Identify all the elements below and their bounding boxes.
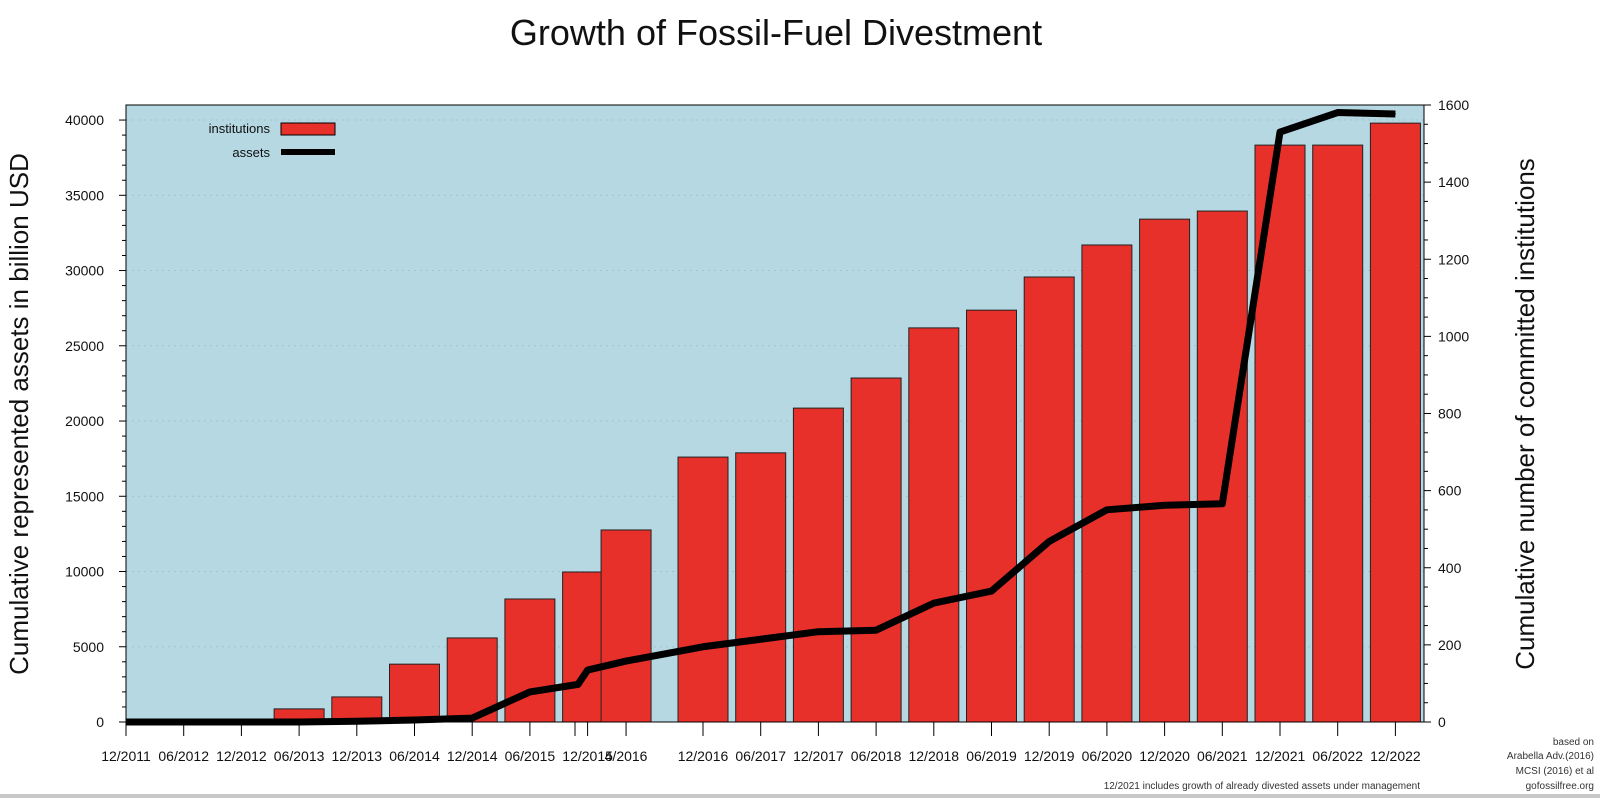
- line-assets-point: [1394, 113, 1396, 115]
- line-assets-point: [577, 683, 579, 685]
- x-tick-label: 12/2018: [908, 748, 959, 764]
- footnote: 12/2021 includes growth of already dives…: [1104, 781, 1421, 792]
- x-tick-label: 12/2015: [562, 748, 613, 764]
- chart-title: Growth of Fossil-Fuel Divestment: [510, 12, 1042, 53]
- y-left-tick-label: 5000: [73, 639, 104, 655]
- x-tick-label: 06/2018: [851, 748, 902, 764]
- source-line: gofossilfree.org: [1526, 781, 1594, 792]
- line-assets-point: [1106, 509, 1108, 511]
- source-line: based on: [1553, 737, 1594, 748]
- y-left-tick-label: 30000: [65, 263, 104, 279]
- x-tick-label: 06/2013: [274, 748, 325, 764]
- bar-institutions: [1196, 210, 1248, 723]
- x-tick-label: 12/2019: [1024, 748, 1075, 764]
- line-assets-point: [875, 629, 877, 631]
- x-tick-label: 12/2011: [101, 748, 151, 764]
- line-assets-point: [1221, 503, 1223, 505]
- x-tick-label: 06/2020: [1082, 748, 1133, 764]
- bar-institutions: [735, 452, 787, 723]
- line-assets-point: [1048, 540, 1050, 542]
- legend-label-assets: assets: [232, 145, 270, 160]
- plot-area: 0500010000150002000025000300003500040000…: [65, 97, 1469, 764]
- bar-institutions: [850, 377, 902, 723]
- x-tick-label: 06/2012: [158, 748, 209, 764]
- x-tick-label: 06/2015: [505, 748, 556, 764]
- y-right-tick-label: 1400: [1438, 174, 1469, 190]
- bar-institutions: [677, 456, 729, 723]
- x-tick-label: 06/2021: [1197, 748, 1248, 764]
- x-tick-label: 12/2017: [793, 748, 844, 764]
- line-assets-point: [414, 719, 415, 721]
- x-tick-label: 12/2020: [1139, 748, 1190, 764]
- y-left-tick-label: 10000: [65, 564, 104, 580]
- y-right-tick-label: 600: [1438, 483, 1462, 499]
- y-right-tick-label: 1000: [1438, 328, 1469, 344]
- line-assets-point: [625, 660, 627, 662]
- x-tick-label: 12/2022: [1370, 748, 1421, 764]
- bar-institutions: [792, 407, 844, 723]
- x-tick-label: 06/2017: [735, 748, 786, 764]
- legend: institutions assets: [209, 121, 336, 160]
- x-tick-label: 12/2016: [678, 748, 729, 764]
- line-assets-point: [1337, 112, 1339, 114]
- x-tick-label: 12/2014: [447, 748, 498, 764]
- y-right-tick-label: 0: [1438, 714, 1446, 730]
- x-tick-label: 12/2013: [331, 748, 382, 764]
- y-left-tick-label: 35000: [65, 187, 104, 203]
- bar-institutions: [1139, 218, 1191, 723]
- line-assets-point: [1279, 131, 1281, 133]
- y-left-tick-label: 15000: [65, 488, 104, 504]
- line-assets-point: [702, 646, 704, 648]
- line-assets-point: [760, 638, 762, 640]
- line-assets-point: [471, 717, 473, 719]
- source-line: MCSI (2016) et al: [1516, 766, 1594, 777]
- bar-institutions: [1081, 244, 1133, 723]
- legend-swatch-institutions: [280, 122, 336, 136]
- line-assets-point: [587, 669, 589, 671]
- legend-label-institutions: institutions: [209, 121, 271, 136]
- x-tick-label: 12/2012: [216, 748, 267, 764]
- x-tick-label: 12/2021: [1255, 748, 1306, 764]
- source-line: Arabella Adv.(2016): [1507, 751, 1594, 762]
- y-right-tick-label: 200: [1438, 637, 1462, 653]
- bar-institutions: [1369, 122, 1421, 723]
- y-left-tick-label: 40000: [65, 112, 104, 128]
- line-assets-point: [933, 602, 935, 604]
- y-right-tick-label: 800: [1438, 406, 1462, 422]
- line-assets-point: [1164, 504, 1166, 506]
- bar-institutions: [1023, 276, 1075, 723]
- bar-institutions: [966, 309, 1017, 723]
- x-tick-label: 06/2022: [1312, 748, 1363, 764]
- bar-institutions: [389, 663, 440, 723]
- y-right-tick-label: 400: [1438, 560, 1462, 576]
- y-axis-right-label: Cumulative number of committed instituti…: [1510, 158, 1540, 670]
- line-assets-point: [356, 720, 358, 722]
- x-tick-label: 06/2014: [389, 748, 440, 764]
- line-assets-point: [529, 691, 531, 693]
- y-right-tick-label: 1200: [1438, 251, 1469, 267]
- y-axis-left-label: Cumulative represented assets in billion…: [4, 153, 34, 675]
- line-assets: [126, 109, 1396, 726]
- bar-institutions: [908, 327, 960, 723]
- x-tick-label: 06/2019: [966, 748, 1017, 764]
- bottom-divider: [0, 794, 1600, 798]
- line-assets-point: [991, 590, 992, 592]
- bar-institutions: [600, 529, 652, 723]
- plot-frame: [125, 104, 1425, 723]
- y-right-tick-label: 1600: [1438, 97, 1469, 113]
- y-left-tick-label: 25000: [65, 338, 104, 354]
- x-tick-label: 4/2016: [605, 748, 648, 764]
- bar-institutions: [1312, 144, 1364, 723]
- source-note: based on Arabella Adv.(2016) MCSI (2016)…: [1104, 737, 1594, 792]
- y-left-tick-label: 0: [96, 714, 104, 730]
- line-assets-point: [817, 631, 819, 633]
- y-left-tick-label: 20000: [65, 413, 104, 429]
